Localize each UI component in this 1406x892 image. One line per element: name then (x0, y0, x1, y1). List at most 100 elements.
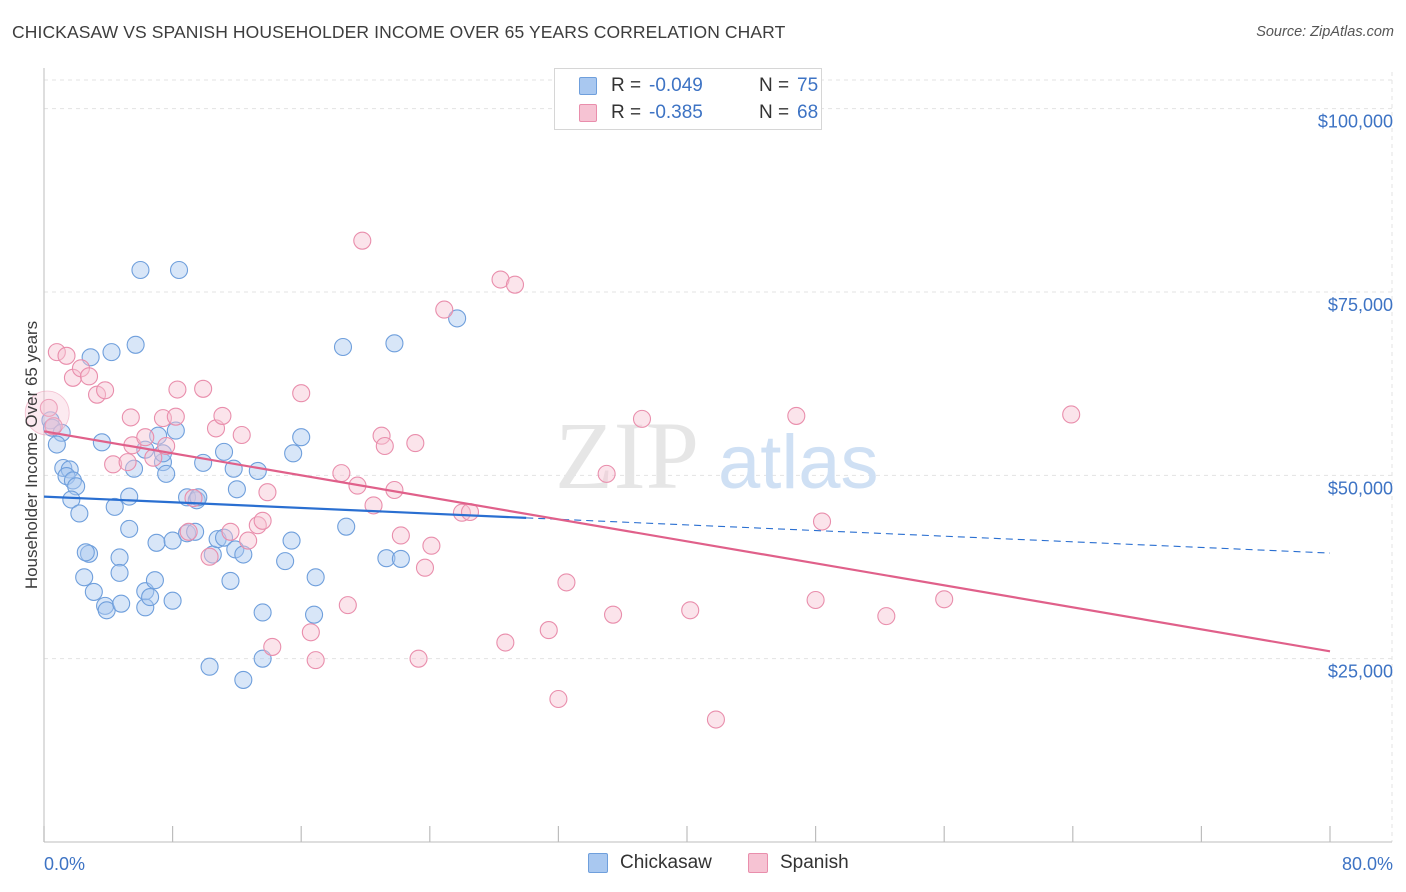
x-tick-label: 80.0% (1342, 854, 1393, 874)
r-label: R = (611, 75, 642, 96)
spanish-point (79, 367, 99, 386)
spanish-point (213, 406, 232, 425)
y-axis-title: Householder Income Over 65 years (22, 321, 41, 589)
spanish-point (39, 398, 58, 417)
tick-labels: $25,000 $50,000 $75,000 $100,000 0.0% 80.0% (44, 112, 1393, 874)
chickasaw-point (276, 552, 295, 571)
spanish-point (179, 522, 198, 541)
chickasaw-point (76, 543, 95, 562)
chickasaw-trend-extension (526, 517, 1331, 554)
chickasaw-point (377, 549, 396, 568)
spanish-point (24, 390, 70, 436)
chickasaw-point (110, 563, 129, 582)
spanish-point (391, 526, 410, 545)
chickasaw-point (385, 334, 404, 353)
chickasaw-point (333, 337, 353, 357)
spanish-point (157, 436, 176, 456)
chickasaw-point (62, 490, 81, 509)
spanish-point (877, 607, 896, 626)
spanish-point (505, 275, 525, 294)
spanish-point (1062, 405, 1081, 424)
spanish-point (232, 425, 251, 445)
chickasaw-point (141, 588, 160, 607)
chickasaw-point (214, 442, 234, 461)
chickasaw-point (145, 571, 164, 590)
chickasaw-point (305, 605, 324, 624)
chickasaw-point (166, 421, 185, 440)
spanish-point (435, 300, 454, 319)
n-label: N = (759, 75, 790, 96)
zipatlas-watermark: ZIP atlas (555, 402, 879, 509)
spanish-point (306, 651, 325, 670)
spanish-point (263, 637, 282, 656)
chickasaw-point (63, 471, 82, 490)
chickasaw-point (84, 582, 103, 601)
spanish-point (239, 531, 258, 550)
chickasaw-point (227, 480, 246, 499)
spanish-point (258, 483, 277, 502)
y-tick-label: $50,000 (1328, 478, 1393, 498)
n-label: N = (759, 102, 790, 123)
chickasaw-trend-line (43, 495, 527, 519)
spanish-point (604, 605, 623, 624)
chickasaw-point (306, 568, 325, 587)
spanish-point (812, 512, 832, 531)
spanish-point (136, 428, 155, 447)
spanish-point (47, 343, 66, 362)
spanish-point (364, 496, 383, 515)
watermark-atlas: atlas (718, 420, 879, 505)
spanish-point (96, 381, 115, 400)
chickasaw-point (253, 603, 272, 622)
chickasaw-point (110, 548, 129, 567)
chickasaw-point (124, 459, 144, 478)
chickasaw-point (147, 533, 166, 552)
spanish-point (706, 710, 725, 729)
chickasaw-point (284, 444, 303, 463)
chickasaw-point (120, 519, 139, 538)
chickasaw-point (47, 435, 66, 454)
chickasaw-point (391, 549, 410, 568)
correlation-legend: R = -0.049 N = 75 R = -0.385 N = 68 (554, 68, 822, 130)
spanish-point (292, 384, 311, 403)
n-value: 68 (797, 102, 819, 123)
spanish-point (253, 511, 272, 530)
spanish-point (121, 408, 140, 427)
spanish-point (166, 407, 185, 426)
chickasaw-point (131, 260, 150, 280)
chickasaw-point (221, 571, 240, 590)
spanish-point (806, 590, 825, 610)
spanish-point (104, 455, 123, 474)
chickasaw-point (120, 487, 139, 506)
chickasaw-point (169, 260, 189, 280)
x-tick-label: 0.0% (44, 854, 85, 874)
chickasaw-point (157, 464, 176, 483)
r-label: R = (611, 102, 642, 123)
y-tick-label: $25,000 (1328, 662, 1393, 682)
legend-label: Spanish (780, 852, 849, 873)
spanish-point (597, 464, 616, 483)
chickasaw-point (126, 335, 145, 354)
spanish-point (422, 536, 441, 555)
spanish-point (491, 270, 510, 289)
data-points (24, 231, 1081, 729)
y-tick-label: $75,000 (1328, 295, 1393, 315)
spanish-point (549, 689, 568, 709)
chickasaw-point (79, 544, 99, 563)
chickasaw-point (248, 461, 267, 480)
spanish-point (118, 453, 137, 472)
chickasaw-point (200, 657, 219, 676)
chickasaw-point (105, 497, 124, 516)
spanish-point (496, 633, 515, 652)
spanish-point (338, 596, 357, 615)
n-value: 75 (797, 75, 819, 96)
spanish-point (539, 621, 558, 640)
spanish-trend-line (43, 430, 1331, 653)
spanish-point (375, 436, 394, 456)
spanish-point (332, 464, 351, 483)
spanish-point (200, 547, 219, 566)
chickasaw-swatch (579, 77, 597, 95)
chickasaw-point (75, 568, 94, 587)
source-credit: Source: ZipAtlas.com (1256, 24, 1394, 40)
spanish-point (194, 379, 213, 398)
chickasaw-point (163, 531, 182, 550)
